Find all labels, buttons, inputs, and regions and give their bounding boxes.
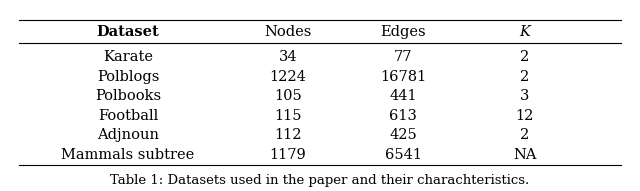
- Text: Edges: Edges: [380, 24, 426, 39]
- Text: 2: 2: [520, 50, 529, 64]
- Text: 2: 2: [520, 70, 529, 84]
- Text: Karate: Karate: [103, 50, 153, 64]
- Text: Table 1: Datasets used in the paper and their charachteristics.: Table 1: Datasets used in the paper and …: [110, 174, 530, 187]
- Text: 112: 112: [275, 128, 301, 142]
- Text: 613: 613: [389, 109, 417, 123]
- Text: 441: 441: [389, 89, 417, 103]
- Text: Adjnoun: Adjnoun: [97, 128, 159, 142]
- Text: 2: 2: [520, 128, 529, 142]
- Text: Polbooks: Polbooks: [95, 89, 161, 103]
- Text: 12: 12: [516, 109, 534, 123]
- Text: Dataset: Dataset: [97, 24, 159, 39]
- Text: Mammals subtree: Mammals subtree: [61, 148, 195, 162]
- Text: Nodes: Nodes: [264, 24, 312, 39]
- Text: 1179: 1179: [269, 148, 307, 162]
- Text: 3: 3: [520, 89, 529, 103]
- Text: 425: 425: [389, 128, 417, 142]
- Text: Football: Football: [98, 109, 158, 123]
- Text: K: K: [520, 24, 530, 39]
- Text: 6541: 6541: [385, 148, 422, 162]
- Text: 34: 34: [278, 50, 298, 64]
- Text: 16781: 16781: [380, 70, 426, 84]
- Text: Polblogs: Polblogs: [97, 70, 159, 84]
- Text: 115: 115: [275, 109, 301, 123]
- Text: NA: NA: [513, 148, 536, 162]
- Text: 1224: 1224: [269, 70, 307, 84]
- Text: 77: 77: [394, 50, 412, 64]
- Text: 105: 105: [274, 89, 302, 103]
